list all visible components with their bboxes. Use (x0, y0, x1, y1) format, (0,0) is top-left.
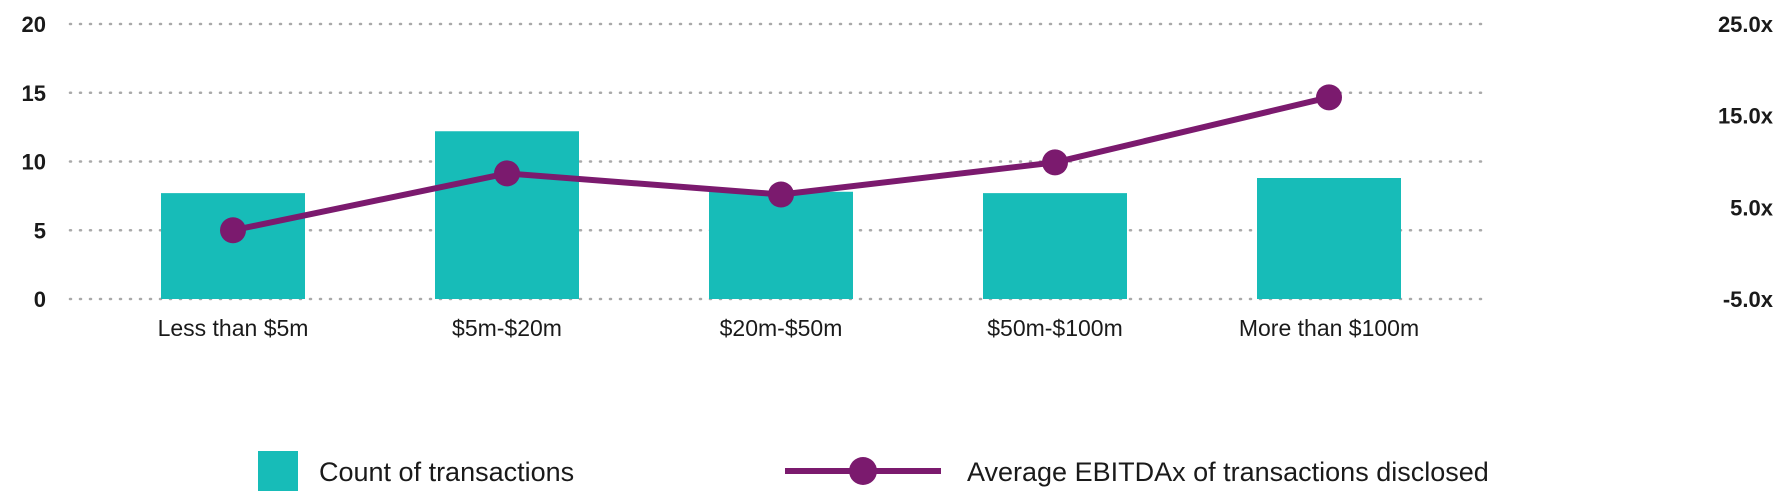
category-label: Less than $5m (158, 315, 309, 341)
line-series (220, 84, 1342, 244)
right-tick-label: 25.0x (1718, 12, 1774, 37)
bar-series (161, 131, 1401, 299)
right-tick-label: -5.0x (1723, 287, 1774, 312)
category-label: More than $100m (1239, 315, 1419, 341)
line-point (768, 181, 794, 208)
line-point (220, 217, 246, 244)
bar (1257, 178, 1401, 299)
right-tick-label: 15.0x (1718, 104, 1774, 129)
line-point (1316, 84, 1342, 111)
right-axis-ticks: -5.0x 5.0x 15.0x 25.0x (1718, 12, 1774, 312)
line-point (1042, 149, 1068, 176)
category-label: $50m-$100m (987, 315, 1123, 341)
left-tick-label: 0 (34, 287, 46, 312)
bar (983, 193, 1127, 299)
legend-bar-swatch (258, 451, 298, 491)
left-tick-label: 15 (22, 81, 46, 106)
category-labels: Less than $5m $5m-$20m $20m-$50m $50m-$100m… (158, 315, 1420, 341)
left-axis-ticks: 0 5 10 15 20 (22, 12, 46, 312)
right-tick-label: 5.0x (1730, 195, 1774, 220)
bar (161, 193, 305, 299)
left-tick-label: 5 (34, 218, 46, 243)
category-label: $5m-$20m (452, 315, 562, 341)
legend-line-marker (849, 457, 877, 485)
bar (709, 191, 853, 299)
left-tick-label: 20 (22, 12, 46, 37)
left-tick-label: 10 (22, 150, 46, 175)
legend-line-label: Average EBITDAx of transactions disclose… (967, 457, 1489, 487)
line-point (494, 160, 520, 187)
category-label: $20m-$50m (720, 315, 843, 341)
bar (435, 131, 579, 299)
legend: Count of transactions Average EBITDAx of… (258, 451, 1489, 491)
legend-bar-label: Count of transactions (319, 457, 574, 487)
